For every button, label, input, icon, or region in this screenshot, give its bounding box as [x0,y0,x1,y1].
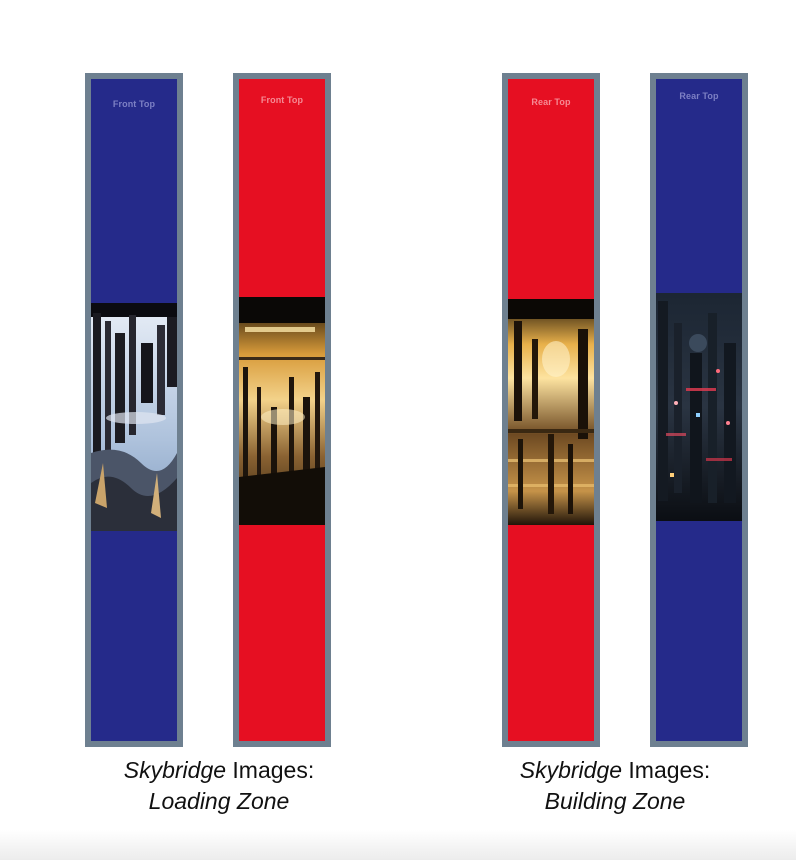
panel-label: Front Top [112,99,156,109]
blue-band-lower [91,531,177,741]
caption-rest: Images: [622,757,711,783]
futuristic-city-daylight-image [91,303,177,531]
caption-italic: Skybridge [123,757,227,783]
panel-loading-front-blue: Front Top [85,73,183,747]
caption-zone: Loading Zone [148,788,290,814]
panel-loading-front-red: Front Top [233,73,331,747]
panel-label: Rear Top [531,97,571,107]
blue-band-lower [656,521,742,741]
panel-label: Front Top [260,95,304,105]
panel-label: Rear Top [679,91,719,101]
caption-rest: Images: [226,757,315,783]
futuristic-city-night-image [656,293,742,521]
futuristic-city-golden-image [239,297,325,525]
futuristic-city-amber-image [508,299,594,525]
red-band-lower [239,525,325,741]
panel-building-rear-red: Rear Top [502,73,600,747]
bottom-shade [0,830,796,860]
caption-italic: Skybridge [519,757,623,783]
caption-loading-zone: Skybridge Images: Loading Zone [88,755,350,817]
panel-building-rear-blue: Rear Top [650,73,748,747]
caption-zone: Building Zone [544,788,686,814]
red-band-lower [508,525,594,741]
caption-building-zone: Skybridge Images: Building Zone [484,755,746,817]
